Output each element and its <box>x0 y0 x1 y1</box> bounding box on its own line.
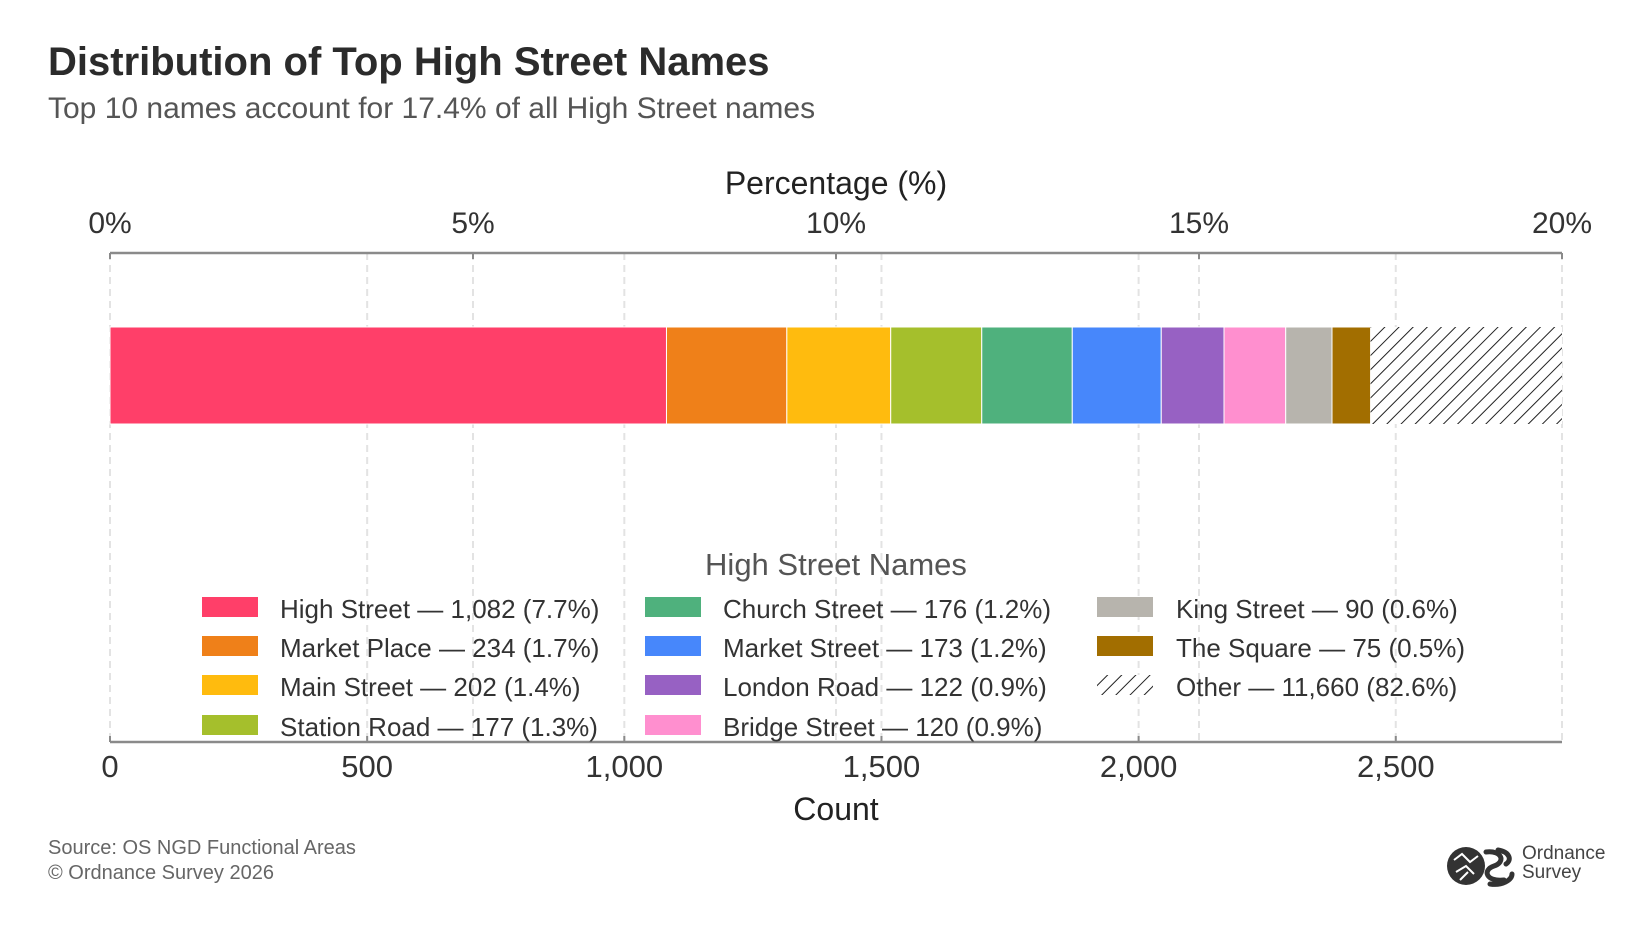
legend-label-main-street: Main Street — 202 (1.4%) <box>280 672 581 702</box>
legend-swatch-main-street <box>202 675 258 695</box>
bottom-tick-label: 0 <box>101 749 118 784</box>
logo-line2: Survey <box>1522 862 1582 883</box>
top-axis-title: Percentage (%) <box>725 165 947 201</box>
grid-lines <box>109 253 1563 742</box>
chart-subtitle: Top 10 names account for 17.4% of all Hi… <box>48 92 816 125</box>
ordnance-survey-wordmark: Ordnance Survey <box>1522 844 1605 882</box>
legend-title: High Street Names <box>705 547 967 582</box>
legend-label-london-road: London Road — 122 (0.9%) <box>723 672 1047 702</box>
bar-segment-high-street <box>109 326 667 425</box>
legend-swatch-other <box>1097 675 1153 695</box>
legend-label-market-street: Market Street — 173 (1.2%) <box>723 633 1047 663</box>
bottom-tick-label: 2,000 <box>1100 749 1178 784</box>
legend-label-bridge-street: Bridge Street — 120 (0.9%) <box>723 712 1042 742</box>
bar-segment-station-road <box>890 326 983 425</box>
bar-segment-king-street <box>1285 326 1333 425</box>
bar-segment-london-road <box>1160 326 1225 425</box>
legend-swatch-king-street <box>1097 597 1153 617</box>
legend-swatch-church-street <box>645 597 701 617</box>
legend-swatch-market-street <box>645 636 701 656</box>
legend-swatch-station-road <box>202 715 258 735</box>
axes: 0% 5% 10% 15% 20% Percentage (%) 0 500 1,000 1,50… <box>88 165 1592 827</box>
legend-label-station-road: Station Road — 177 (1.3%) <box>280 712 598 742</box>
bar-segment-market-street <box>1071 326 1162 425</box>
legend-label-church-street: Church Street — 176 (1.2%) <box>723 594 1051 624</box>
bottom-tick-label: 2,500 <box>1357 749 1435 784</box>
bar-segment-market-place <box>665 326 788 425</box>
bottom-tick-label: 1,000 <box>586 749 664 784</box>
legend-label-market-place: Market Place — 234 (1.7%) <box>280 633 599 663</box>
legend-swatch-the-square <box>1097 636 1153 656</box>
legend-swatch-bridge-street <box>645 715 701 735</box>
legend-swatch-high-street <box>202 597 258 617</box>
top-tick-label: 15% <box>1169 207 1229 240</box>
legend-label-king-street: King Street — 90 (0.6%) <box>1176 594 1458 624</box>
bar-segment-other <box>1370 327 1562 424</box>
ordnance-survey-logo-icon <box>1447 847 1515 887</box>
chart-title: Distribution of Top High Street Names <box>48 40 770 84</box>
top-tick-label: 0% <box>88 207 131 240</box>
legend-swatch-market-place <box>202 636 258 656</box>
logo-line1: Ordnance <box>1522 843 1606 864</box>
bottom-axis-title: Count <box>793 791 879 827</box>
bar-segment-church-street <box>981 326 1073 425</box>
legend-label-high-street: High Street — 1,082 (7.7%) <box>280 594 599 624</box>
bottom-tick-label: 500 <box>341 749 393 784</box>
bar-segment-the-square <box>1331 326 1372 425</box>
top-tick-label: 20% <box>1532 207 1592 240</box>
top-tick-label: 5% <box>451 207 494 240</box>
legend: High Street Names High Street — 1,082 (7.… <box>202 547 1465 742</box>
legend-label-other: Other — 11,660 (82.6%) <box>1176 672 1457 702</box>
legend-swatch-london-road <box>645 675 701 695</box>
legend-label-the-square: The Square — 75 (0.5%) <box>1176 633 1465 663</box>
source-note: Source: OS NGD Functional Areas © Ordnan… <box>48 836 356 886</box>
bottom-tick-label: 1,500 <box>843 749 921 784</box>
top-tick-label: 10% <box>806 207 866 240</box>
bar-segments <box>109 326 1562 425</box>
bar-segment-bridge-street <box>1223 326 1287 425</box>
bar-segment-main-street <box>786 326 892 425</box>
source-text: Source: OS NGD Functional Areas <box>48 837 356 859</box>
copyright-text: © Ordnance Survey 2026 <box>48 862 274 884</box>
